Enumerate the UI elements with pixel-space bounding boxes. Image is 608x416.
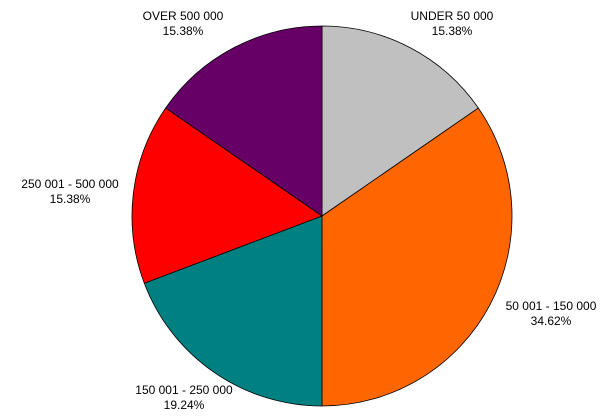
slice-label-3: 150 001 - 250 000 [135,383,233,397]
pie-slice-3 [143,215,323,407]
slice-label-5: OVER 500 000 [143,9,224,23]
pie-slice-4 [131,107,323,284]
slice-label-4: 250 001 - 500 000 [21,177,119,191]
slice-percent-3: 19.24% [164,398,205,412]
slice-percent-1: 15.38% [432,24,473,38]
slice-percent-4: 15.38% [50,192,91,206]
slice-label-1: UNDER 50 000 [411,9,494,23]
slice-percent-5: 15.38% [163,24,204,38]
pie-slice-5 [165,25,323,217]
pie-slice-1 [321,25,479,217]
slice-percent-2: 34.62% [531,314,572,328]
pie-slice-2 [321,107,513,407]
slice-label-2: 50 001 - 150 000 [506,299,597,313]
